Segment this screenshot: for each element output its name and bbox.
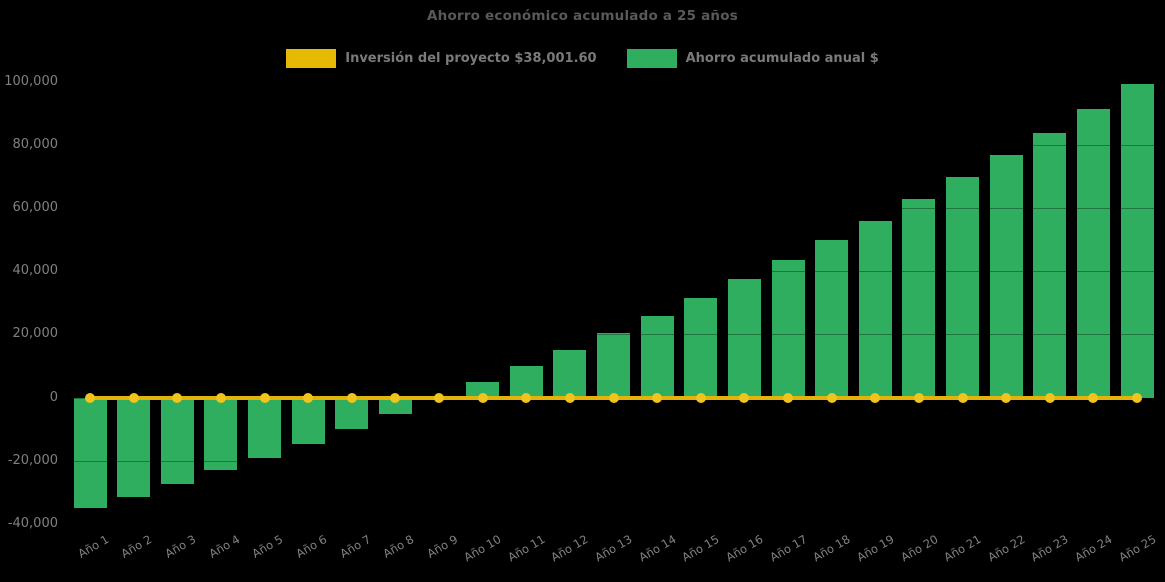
y-axis-tick-label: 60,000 xyxy=(12,200,59,216)
x-axis-tick-label: Año 9 xyxy=(424,532,461,561)
line-marker xyxy=(259,392,270,403)
x-axis-tick-label: Año 3 xyxy=(162,532,199,561)
line-marker xyxy=(390,392,401,403)
y-axis-tick-label: -20,000 xyxy=(7,452,58,468)
bar-año-18 xyxy=(815,240,849,398)
line-marker xyxy=(215,392,226,403)
bar-año-3 xyxy=(160,397,194,484)
bar-año-6 xyxy=(291,397,325,444)
bar-año-4 xyxy=(204,397,238,471)
gridline xyxy=(66,460,1155,462)
x-axis-tick-label: Año 4 xyxy=(206,532,242,561)
bar-año-7 xyxy=(335,397,369,429)
line-marker xyxy=(608,392,619,403)
x-axis-tick-label: Año 11 xyxy=(505,532,548,565)
x-axis-tick-label: Año 10 xyxy=(461,532,504,565)
line-marker xyxy=(739,392,750,403)
x-axis-tick-label: Año 12 xyxy=(548,532,591,565)
x-axis-tick-label: Año 5 xyxy=(249,532,286,561)
bar-año-13 xyxy=(597,332,631,398)
x-axis-tick-label: Año 2 xyxy=(118,532,155,561)
bar-año-12 xyxy=(553,350,587,398)
line-marker xyxy=(1001,392,1012,403)
line-marker xyxy=(957,392,968,403)
legend-item-inversion: Inversión del proyecto $38,001.60 xyxy=(286,49,597,68)
bar-año-19 xyxy=(858,220,892,398)
bar-año-8 xyxy=(378,397,412,414)
x-axis-tick-label: Año 6 xyxy=(293,532,330,561)
x-axis-tick-label: Año 23 xyxy=(1028,532,1071,565)
line-marker xyxy=(1088,392,1099,403)
line-marker xyxy=(477,392,488,403)
line-marker xyxy=(870,392,881,403)
x-axis-tick-label: Año 1 xyxy=(75,532,111,561)
x-axis-tick-label: Año 19 xyxy=(854,532,897,565)
line-marker xyxy=(826,392,837,403)
legend-swatch-inversion xyxy=(286,49,337,68)
bar-año-1 xyxy=(73,397,107,509)
line-marker xyxy=(564,392,575,403)
x-axis-tick-label: Año 18 xyxy=(810,532,853,565)
gridline xyxy=(66,334,1155,336)
chart-legend: Inversión del proyecto $38,001.60 Ahorro… xyxy=(0,49,1165,68)
bar-año-16 xyxy=(727,279,761,398)
line-marker xyxy=(128,392,139,403)
x-axis-tick-label: Año 20 xyxy=(897,532,940,565)
line-marker xyxy=(346,392,357,403)
x-axis-tick-label: Año 22 xyxy=(985,532,1028,565)
line-marker xyxy=(913,392,924,403)
gridline xyxy=(66,524,1155,525)
gridline xyxy=(66,208,1155,210)
x-axis-tick-label: Año 17 xyxy=(767,532,810,565)
bar-año-17 xyxy=(771,259,805,398)
x-axis-tick-label: Año 14 xyxy=(636,532,679,565)
legend-label-inversion: Inversión del proyecto $38,001.60 xyxy=(345,51,597,66)
bar-año-25 xyxy=(1120,83,1154,398)
bar-año-23 xyxy=(1033,132,1067,398)
x-axis-tick-label: Año 16 xyxy=(723,532,766,565)
y-axis-tick-label: -40,000 xyxy=(7,516,58,531)
bar-año-10 xyxy=(466,382,500,398)
plot-area: 100,000 80,000 60,000 40,000 20,000 0 -20,000 -… xyxy=(4,74,1158,565)
legend-swatch-ahorro xyxy=(626,49,677,68)
legend-item-ahorro: Ahorro acumulado anual $ xyxy=(626,49,879,68)
line-marker xyxy=(434,392,445,403)
bar-año-15 xyxy=(684,298,718,398)
gridline xyxy=(66,81,1155,83)
line-marker xyxy=(1044,392,1055,403)
bar-año-20 xyxy=(902,198,936,398)
x-axis-tick-label: Año 24 xyxy=(1072,532,1115,565)
line-marker xyxy=(652,392,663,403)
bar-año-22 xyxy=(989,155,1023,398)
x-axis-tick-label: Año 21 xyxy=(941,532,984,565)
x-axis-tick-label: Año 7 xyxy=(337,532,373,561)
chart-title: Ahorro económico acumulado a 25 años xyxy=(427,8,738,24)
y-axis-tick-label: 20,000 xyxy=(12,326,59,342)
gridline xyxy=(66,144,1155,146)
line-marker xyxy=(85,392,95,403)
line-marker xyxy=(521,392,532,403)
x-axis-tick-label: Año 25 xyxy=(1116,532,1159,565)
y-axis-tick-label: 100,000 xyxy=(4,73,58,89)
line-marker xyxy=(1132,392,1143,403)
x-axis-tick-label: Año 13 xyxy=(592,532,635,565)
gridline xyxy=(66,271,1155,273)
line-marker xyxy=(783,392,794,403)
line-marker xyxy=(695,392,706,403)
y-axis-tick-label: 80,000 xyxy=(12,136,59,152)
bar-año-2 xyxy=(117,397,151,497)
y-axis-tick-label: 40,000 xyxy=(12,263,59,279)
bar-año-5 xyxy=(248,397,282,458)
x-axis-tick-label: Año 15 xyxy=(679,532,722,565)
bar-año-21 xyxy=(946,176,980,398)
x-axis-tick-label: Año 8 xyxy=(380,532,417,561)
bar-año-11 xyxy=(509,366,543,398)
bar-año-14 xyxy=(640,315,674,398)
bar-año-24 xyxy=(1076,109,1110,398)
y-axis-tick-label: 0 xyxy=(49,389,58,405)
line-marker xyxy=(303,392,314,403)
legend-label-ahorro: Ahorro acumulado anual $ xyxy=(685,51,879,66)
line-marker xyxy=(172,392,183,403)
